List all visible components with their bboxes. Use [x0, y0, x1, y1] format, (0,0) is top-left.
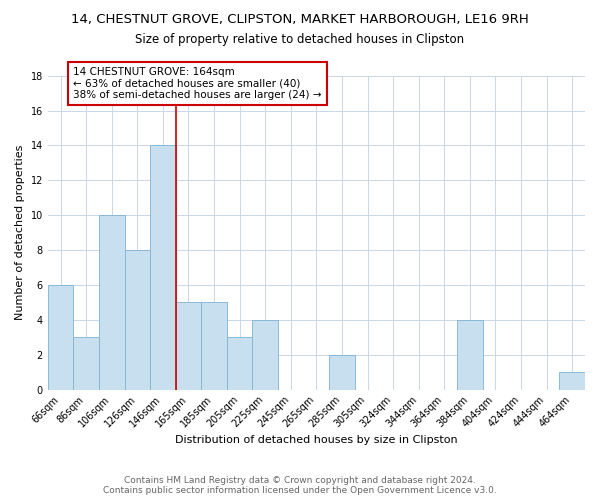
Bar — [457, 320, 482, 390]
X-axis label: Distribution of detached houses by size in Clipston: Distribution of detached houses by size … — [175, 435, 458, 445]
Text: Contains HM Land Registry data © Crown copyright and database right 2024.
Contai: Contains HM Land Registry data © Crown c… — [103, 476, 497, 495]
Bar — [150, 146, 176, 390]
Bar — [125, 250, 150, 390]
Text: Size of property relative to detached houses in Clipston: Size of property relative to detached ho… — [136, 32, 464, 46]
Bar — [99, 215, 125, 390]
Text: 14 CHESTNUT GROVE: 164sqm
← 63% of detached houses are smaller (40)
38% of semi-: 14 CHESTNUT GROVE: 164sqm ← 63% of detac… — [73, 67, 322, 100]
Bar — [201, 302, 227, 390]
Y-axis label: Number of detached properties: Number of detached properties — [15, 145, 25, 320]
Bar — [73, 338, 99, 390]
Bar — [48, 285, 73, 390]
Text: 14, CHESTNUT GROVE, CLIPSTON, MARKET HARBOROUGH, LE16 9RH: 14, CHESTNUT GROVE, CLIPSTON, MARKET HAR… — [71, 12, 529, 26]
Bar — [559, 372, 585, 390]
Bar — [329, 354, 355, 390]
Bar — [227, 338, 253, 390]
Bar — [176, 302, 201, 390]
Bar — [253, 320, 278, 390]
